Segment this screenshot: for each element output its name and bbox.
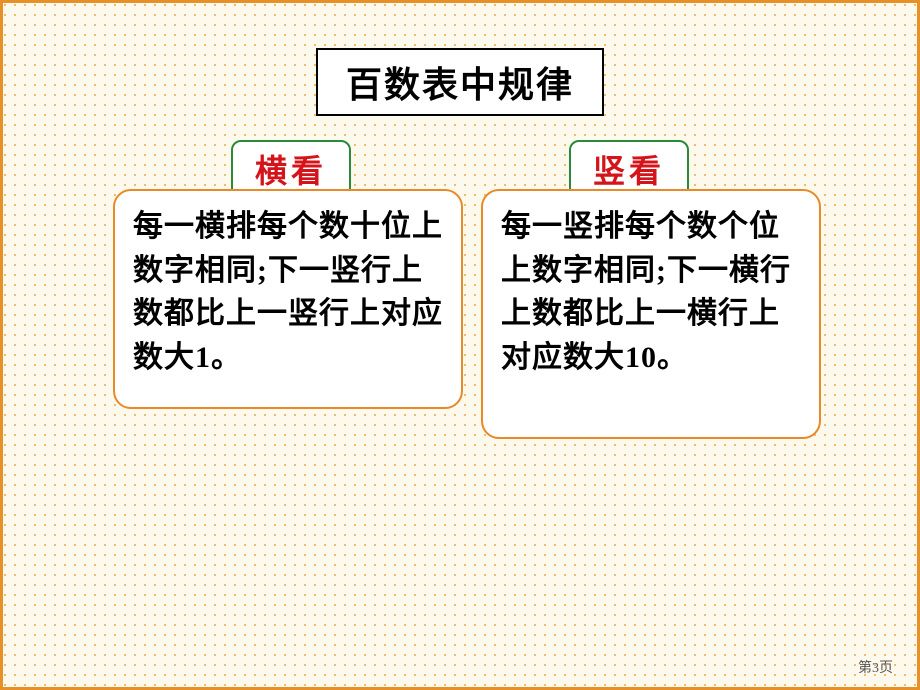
content-horizontal-rule: 每一横排每个数十位上数字相同;下一竖行上数都比上一竖行上对应数大1。 <box>113 189 463 409</box>
page-number: 第3页 <box>858 657 893 677</box>
content-vertical-rule: 每一竖排每个数个位上数字相同;下一横行上数都比上一横行上对应数大10。 <box>481 189 821 439</box>
slide-title: 百数表中规律 <box>316 48 604 116</box>
